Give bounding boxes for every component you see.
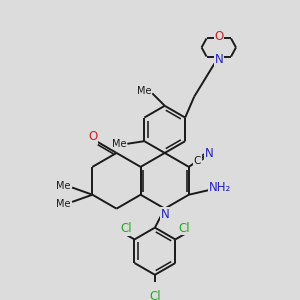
Text: Cl: Cl: [178, 222, 190, 235]
Text: Me: Me: [112, 139, 126, 149]
Text: Me: Me: [137, 86, 152, 96]
Text: Me: Me: [56, 199, 70, 208]
Text: Cl: Cl: [121, 222, 132, 235]
Text: N: N: [214, 53, 223, 66]
Text: Cl: Cl: [150, 290, 161, 300]
Text: O: O: [214, 30, 224, 43]
Text: Me: Me: [56, 181, 70, 191]
Text: O: O: [88, 130, 98, 143]
Text: N: N: [161, 208, 170, 221]
Text: NH₂: NH₂: [209, 181, 231, 194]
Text: C: C: [194, 156, 201, 166]
Text: N: N: [205, 146, 213, 160]
